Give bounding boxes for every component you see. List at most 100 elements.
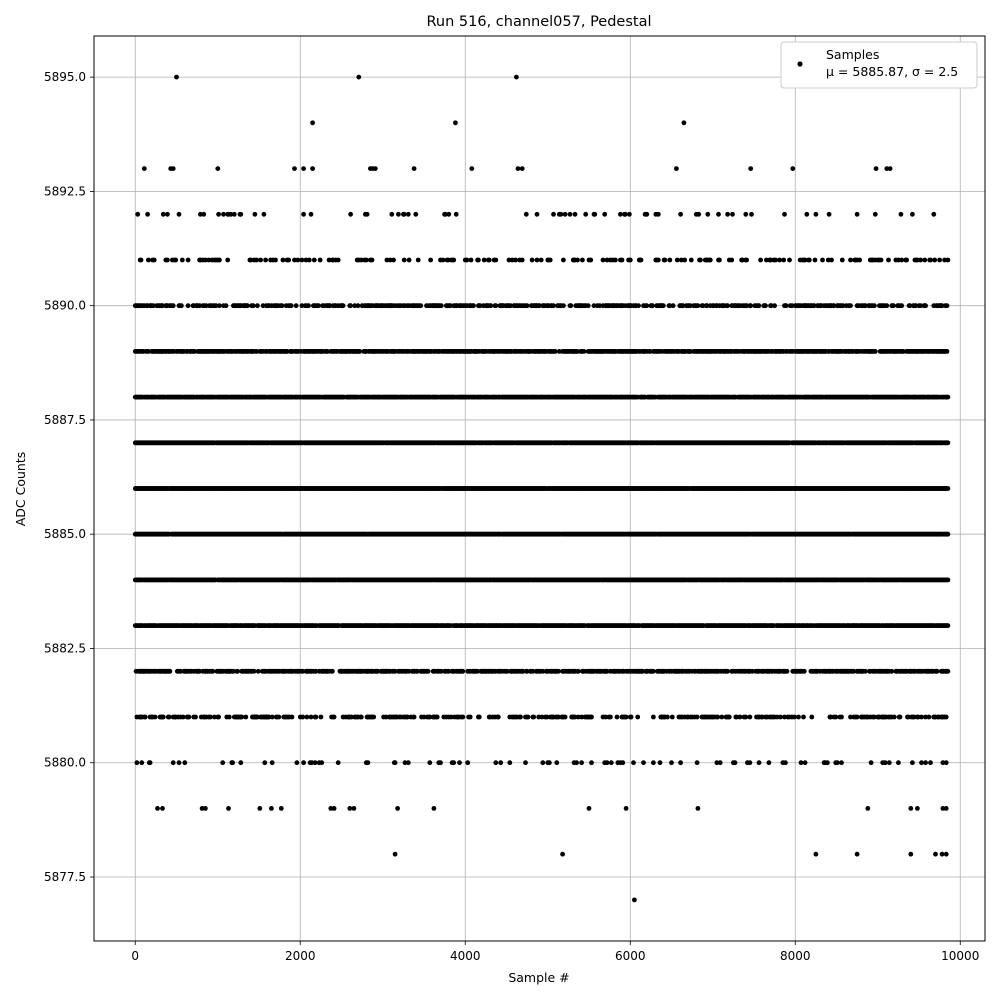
data-point — [651, 668, 656, 674]
data-point — [547, 760, 552, 766]
data-point — [460, 668, 466, 674]
data-point — [766, 760, 772, 766]
data-point — [574, 760, 579, 766]
data-point — [335, 760, 341, 766]
data-point — [940, 760, 946, 766]
data-point — [714, 760, 720, 766]
data-point — [665, 714, 670, 720]
data-point — [434, 714, 440, 720]
data-point — [425, 668, 431, 674]
data-point — [897, 714, 903, 720]
data-point — [405, 760, 411, 766]
data-point — [147, 760, 153, 766]
data-point — [715, 714, 721, 720]
data-point — [231, 668, 236, 674]
data-point — [525, 714, 531, 720]
data-point — [257, 806, 263, 811]
data-point — [560, 851, 565, 857]
data-point — [197, 668, 203, 674]
data-point — [833, 714, 839, 720]
data-point — [431, 806, 437, 811]
data-point — [269, 806, 274, 811]
data-point — [589, 760, 594, 766]
data-point — [575, 668, 581, 674]
data-point — [166, 714, 172, 720]
data-point — [934, 668, 940, 674]
data-point — [134, 760, 140, 766]
data-point — [405, 714, 410, 720]
data-point — [186, 714, 192, 720]
data-point — [928, 760, 933, 766]
data-point — [943, 714, 949, 720]
data-point — [331, 714, 337, 720]
data-point — [632, 897, 637, 903]
data-point — [313, 714, 319, 720]
data-point — [939, 851, 945, 857]
data-point — [152, 714, 158, 720]
data-point — [774, 714, 780, 720]
data-point — [255, 668, 261, 674]
data-point — [349, 714, 354, 720]
data-point — [556, 714, 561, 720]
data-point — [604, 760, 610, 766]
data-point — [347, 806, 353, 811]
data-point — [628, 714, 634, 720]
data-point — [694, 760, 700, 766]
data-point — [498, 760, 504, 766]
data-point — [199, 806, 205, 811]
data-point — [226, 806, 231, 811]
data-point — [905, 714, 911, 720]
data-point — [276, 714, 282, 720]
data-point — [923, 760, 928, 766]
data-point — [579, 714, 584, 720]
data-point — [825, 760, 830, 766]
data-point — [657, 760, 663, 766]
data-point — [839, 714, 844, 720]
data-point — [848, 714, 853, 720]
data-point — [854, 714, 860, 720]
data-point — [945, 668, 951, 674]
data-point — [269, 714, 275, 720]
data-point — [243, 714, 249, 720]
data-point — [266, 714, 272, 720]
data-point — [176, 760, 182, 766]
data-point — [520, 668, 526, 674]
data-point — [239, 714, 245, 720]
data-point — [139, 760, 145, 766]
data-point — [554, 760, 560, 766]
data-point — [943, 760, 949, 766]
data-point — [331, 806, 337, 811]
data-point — [330, 668, 335, 674]
data-point — [756, 760, 762, 766]
data-point — [882, 760, 888, 766]
data-point — [926, 714, 932, 720]
data-point — [460, 714, 466, 720]
data-point — [896, 760, 901, 766]
data-point — [178, 668, 184, 674]
data-point — [493, 760, 499, 766]
data-point — [778, 714, 783, 720]
data-point — [801, 714, 806, 720]
data-point — [604, 668, 610, 674]
data-point — [923, 714, 928, 720]
data-point — [945, 577, 951, 583]
data-point — [475, 668, 480, 674]
data-point — [562, 714, 568, 720]
data-point — [438, 668, 444, 674]
data-point — [530, 668, 536, 674]
data-point — [620, 760, 626, 766]
data-point — [540, 760, 546, 766]
data-point — [262, 760, 268, 766]
data-point — [589, 714, 594, 720]
data-point — [886, 760, 892, 766]
data-point — [865, 806, 871, 811]
data-point — [784, 668, 790, 674]
data-point — [365, 760, 371, 766]
data-point — [406, 668, 412, 674]
chart-title: Run 516, channel057, Pedestal — [426, 14, 651, 30]
data-point — [792, 714, 797, 720]
data-point — [451, 760, 457, 766]
data-point — [910, 760, 915, 766]
data-point — [427, 760, 433, 766]
